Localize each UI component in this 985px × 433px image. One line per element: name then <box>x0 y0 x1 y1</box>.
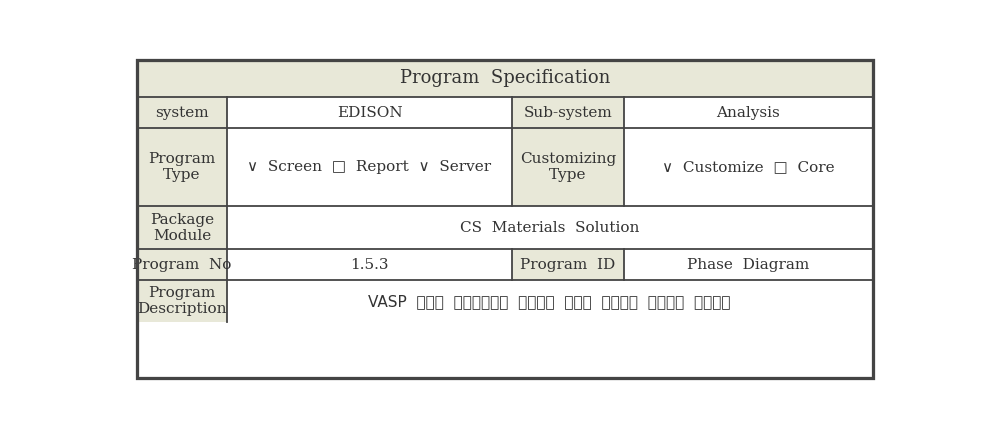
Bar <box>137 97 227 128</box>
Bar <box>137 60 873 97</box>
Text: EDISON: EDISON <box>337 106 402 120</box>
Bar <box>624 128 873 206</box>
Bar <box>137 280 227 322</box>
Text: Sub-system: Sub-system <box>524 106 613 120</box>
Text: VASP  타입의  데이터셈들을  검색해서  서로의  관계도를  보여주는  프로그램: VASP 타입의 데이터셈들을 검색해서 서로의 관계도를 보여주는 프로그램 <box>368 294 731 309</box>
Text: Program  Specification: Program Specification <box>400 69 610 87</box>
Text: Analysis: Analysis <box>716 106 780 120</box>
Text: ∨  Customize  □  Core: ∨ Customize □ Core <box>662 160 834 174</box>
Bar <box>137 128 227 206</box>
Text: CS  Materials  Solution: CS Materials Solution <box>460 221 639 235</box>
Bar <box>227 128 512 206</box>
Text: Package
Module: Package Module <box>150 213 214 243</box>
Text: Program  No: Program No <box>132 258 231 272</box>
Bar <box>512 97 624 128</box>
Bar <box>137 249 227 280</box>
Bar <box>227 206 873 249</box>
Bar <box>227 280 873 322</box>
Bar <box>624 97 873 128</box>
Text: system: system <box>155 106 209 120</box>
Bar <box>512 128 624 206</box>
Text: Phase  Diagram: Phase Diagram <box>688 258 810 272</box>
Bar <box>227 97 512 128</box>
Text: Program
Type: Program Type <box>149 152 216 182</box>
Bar <box>227 249 512 280</box>
Bar <box>624 249 873 280</box>
Bar <box>512 249 624 280</box>
Bar <box>137 206 227 249</box>
Text: ∨  Screen  □  Report  ∨  Server: ∨ Screen □ Report ∨ Server <box>247 160 492 174</box>
Text: Program  ID: Program ID <box>520 258 616 272</box>
Text: Customizing
Type: Customizing Type <box>520 152 617 182</box>
Text: 1.5.3: 1.5.3 <box>351 258 389 272</box>
Text: Program
Description: Program Description <box>137 286 227 317</box>
